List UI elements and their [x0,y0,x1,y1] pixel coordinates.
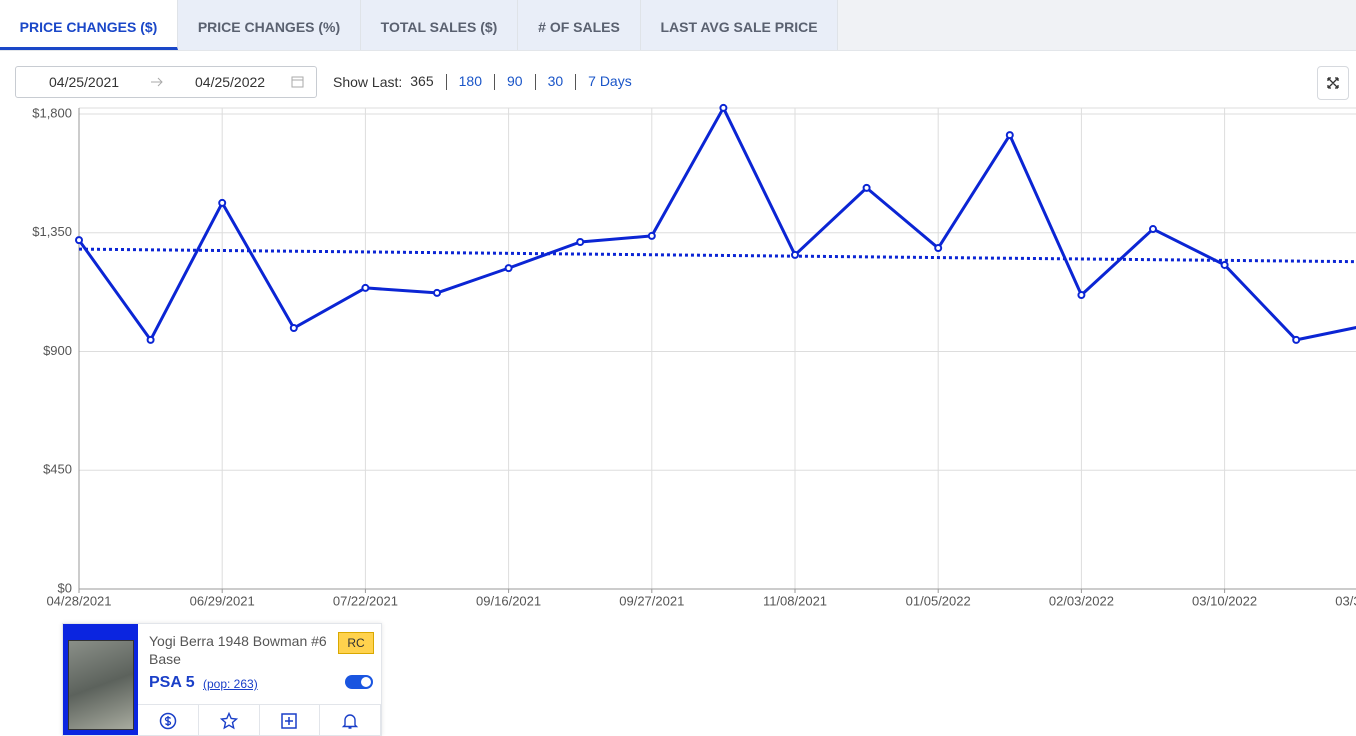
price-line [77,106,1356,342]
x-tick-label: 03/10/2022 [1192,593,1257,608]
data-point [75,236,83,245]
add-icon [281,712,298,729]
x-tick-label: 07/22/2021 [333,593,398,608]
data-point [433,288,441,297]
data-point [289,324,298,333]
card-actions [138,704,381,736]
x-tick-label: 03/30/2022 [1335,593,1356,608]
y-tick-label: $0 [58,580,72,595]
x-tick-label: 09/27/2021 [619,593,684,608]
data-point [1220,260,1229,269]
alert-button[interactable] [320,705,381,736]
y-tick-label: $450 [43,462,72,477]
x-tick-label: 09/16/2021 [476,593,541,608]
card[interactable]: Yogi Berra 1948 Bowman #6 Base PSA 5 (po… [62,623,382,736]
price-button[interactable] [138,705,199,736]
tab[interactable]: # OF SALES [518,0,641,50]
chart: $0 $450 $900 $1,350 $1,800 04/28/2021 06/29/20… [32,103,1356,608]
card-image [68,640,134,730]
data-point [719,103,728,112]
range-option[interactable]: 90 [493,74,535,90]
tab[interactable]: TOTAL SALES ($) [361,0,518,50]
bell-icon [341,713,359,729]
data-point [1077,291,1086,300]
trend-line [78,247,1356,264]
x-tick-label: 06/29/2021 [190,593,255,608]
data-point [1005,131,1014,140]
add-button[interactable] [260,705,321,736]
calendar-icon [291,76,304,88]
data-point [361,283,370,292]
range-option[interactable]: 7 Days [575,74,644,90]
y-tick-label: $1,350 [32,224,72,239]
pop-link[interactable]: (pop: 263) [203,677,258,691]
end-date[interactable]: 04/25/2022 [195,74,266,90]
show-last: Show Last: 365 180 90 30 7 Days [333,74,644,90]
card-strip [63,624,138,735]
data-point [576,237,585,246]
data-point [791,250,799,259]
data-point [934,244,943,253]
rc-badge: RC [338,632,374,654]
tab-bar: PRICE CHANGES ($) PRICE CHANGES (%) TOTA… [0,0,1356,51]
x-tick-label: 11/08/2021 [763,593,827,608]
data-point [862,183,871,192]
data-point [218,198,227,207]
expand-button[interactable] [1317,66,1349,100]
tab[interactable]: PRICE CHANGES ($) [0,0,178,50]
range-option[interactable]: 180 [445,74,494,90]
x-tick-label: 01/05/2022 [906,593,971,608]
start-date[interactable]: 04/25/2021 [49,74,120,90]
y-tick-label: $900 [43,343,72,358]
y-tick-label: $1,800 [32,105,72,120]
data-point [1149,225,1157,234]
card-grade: PSA 5 [149,674,195,691]
dollar-icon [159,712,177,729]
data-point [647,231,656,240]
card-title: Yogi Berra 1948 Bowman #6 [149,633,327,649]
toggle[interactable] [345,675,373,689]
data-point [504,264,513,273]
range-option[interactable]: 30 [534,74,576,90]
tab[interactable]: LAST AVG SALE PRICE [641,0,838,50]
tab[interactable]: PRICE CHANGES (%) [178,0,361,50]
data-point [1292,335,1301,344]
card-subtitle: Base [149,651,181,667]
data-point [146,335,155,344]
star-button[interactable] [199,705,260,736]
expand-icon [1327,77,1339,89]
x-tick-label: 04/28/2021 [46,593,111,608]
range-option[interactable]: 365 [410,73,434,89]
star-icon [219,711,238,729]
show-last-label: Show Last: [333,74,403,90]
x-tick-label: 02/03/2022 [1049,593,1114,608]
arrow-icon [151,77,163,87]
date-range[interactable]: 04/25/2021 04/25/2022 [15,66,317,98]
